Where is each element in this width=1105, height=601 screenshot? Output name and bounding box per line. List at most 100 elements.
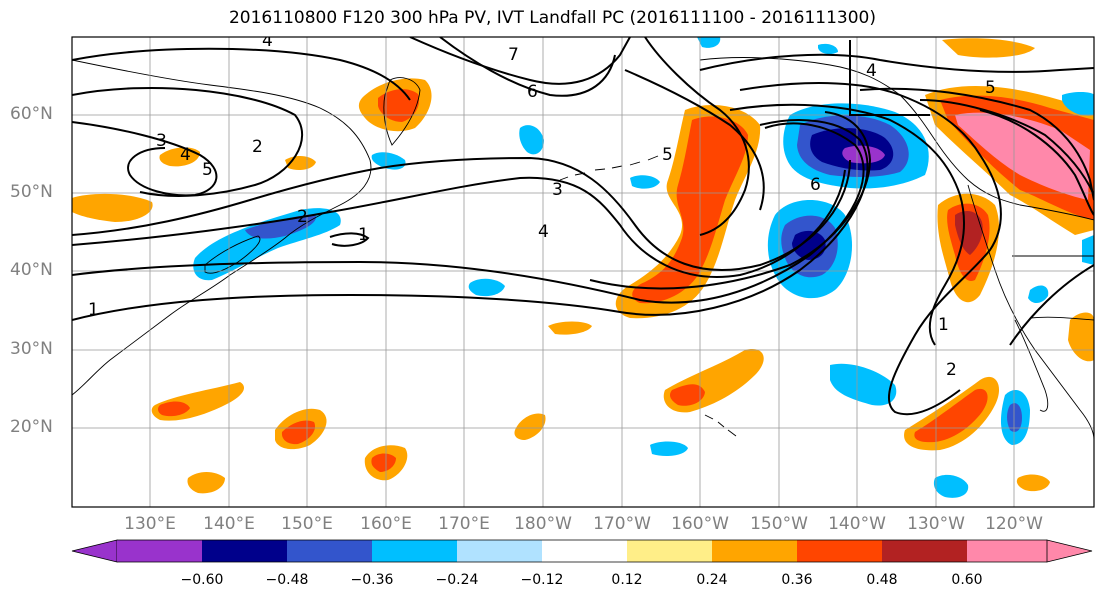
aleutian-islands — [559, 155, 659, 181]
colorbar-segment — [712, 540, 797, 562]
colorbar-segment — [967, 540, 1047, 562]
negative-anomaly-north — [697, 37, 721, 48]
colorbar-extend-low — [71, 539, 118, 563]
colorbar-tick-label: 0.60 — [951, 572, 983, 588]
contour-east-5 — [979, 109, 1094, 216]
positive-anomaly-central — [548, 321, 592, 335]
positive-anomaly-north-edge — [942, 38, 1035, 58]
hawaii-islands — [704, 414, 737, 437]
contour-label: 3 — [156, 131, 167, 151]
colorbar-segment — [372, 540, 457, 562]
positive-anomaly-south-core — [914, 388, 988, 443]
contour-label: 3 — [552, 180, 563, 200]
contour-label: 5 — [202, 160, 213, 180]
lon-label-160w: 160°W — [671, 514, 729, 534]
colorbar-segment — [627, 540, 712, 562]
lon-label-130e: 130°E — [124, 514, 176, 534]
contour-label: 4 — [866, 61, 877, 81]
japan-coast — [204, 235, 261, 274]
negative-anomaly-gulf-extreme — [842, 145, 885, 164]
contour-west-4 — [72, 47, 411, 101]
contour-jet-3 — [72, 169, 846, 278]
contour-east-3 — [859, 87, 1094, 201]
colorbar-segment — [202, 540, 287, 562]
colorbar-tick-label: −0.24 — [435, 572, 479, 588]
negative-anomaly-ne-edge — [1062, 91, 1094, 116]
contour-west-2 — [72, 86, 304, 197]
us-mexico-border — [1029, 316, 1094, 321]
contour-label: 2 — [252, 137, 263, 157]
contour-north-1 — [409, 37, 631, 85]
lon-label-140e: 140°E — [203, 514, 255, 534]
positive-anomaly-jet-core — [632, 116, 748, 304]
negative-anomaly-japan-core — [245, 214, 316, 239]
lon-label-160e: 160°E — [360, 514, 412, 534]
kamchatka-coast — [383, 77, 421, 146]
ivt-contours — [72, 37, 1094, 416]
colorbar — [71, 539, 1093, 563]
colorbar-segment — [542, 540, 627, 562]
contour-west-3 — [72, 121, 218, 197]
contour-label: 6 — [810, 175, 821, 195]
map-area: 1 1 1 2 2 2 3 3 4 4 4 4 5 5 5 6 6 7 — [72, 31, 1094, 507]
map-frame — [71, 36, 1095, 508]
coastlines — [72, 57, 1094, 441]
positive-anomaly-china — [72, 193, 153, 222]
contour-label: 4 — [538, 222, 549, 242]
lat-label-20n: 20°N — [10, 417, 53, 437]
lon-label-120w: 120°W — [985, 514, 1043, 534]
lat-label-50n: 50°N — [10, 182, 53, 202]
positive-anomaly-wp-4 — [187, 472, 225, 494]
contour-label: 2 — [297, 207, 308, 227]
lon-label-140w: 140°W — [828, 514, 886, 534]
baja-coast — [1014, 319, 1049, 412]
positive-anomaly-mongolia — [159, 147, 200, 167]
colorbar-tick-label: 0.36 — [781, 572, 813, 588]
contour-label: 4 — [180, 145, 191, 165]
negative-anomaly-nevada — [1028, 285, 1049, 304]
negative-anomaly-mid — [468, 278, 505, 297]
lon-label-130w: 130°W — [907, 514, 965, 534]
colorbar-outline — [117, 539, 1047, 563]
positive-anomaly-east-edge — [1068, 312, 1094, 362]
contour-north-2 — [439, 37, 616, 97]
positive-anomaly-wp-3-core — [371, 453, 396, 472]
contour-label: 1 — [938, 315, 949, 335]
map-title: 2016110800 F120 300 hPa PV, IVT Landfall… — [228, 8, 876, 28]
negative-anomaly-sw — [830, 363, 897, 406]
contour-label: 7 — [508, 45, 519, 65]
lat-label-30n: 30°N — [10, 339, 53, 359]
contour-label-group: 1 1 1 2 2 2 3 3 4 4 4 4 5 5 5 6 6 7 — [88, 31, 996, 380]
lon-label-150w: 150°W — [750, 514, 808, 534]
positive-anomaly-hawaii-ne-core — [670, 384, 705, 406]
contour-label: 4 — [262, 31, 273, 51]
contour-north-loop — [849, 40, 930, 116]
colorbar-tick-label: 0.12 — [611, 572, 643, 588]
negative-anomaly-east-edge — [1082, 235, 1094, 265]
contour-label: 5 — [662, 145, 673, 165]
contour-jet-4 — [72, 156, 851, 272]
contour-jet-1 — [72, 119, 869, 321]
contour-label: 2 — [946, 360, 957, 380]
positive-anomaly-dateline — [514, 413, 546, 440]
negative-anomaly-low-core — [792, 230, 826, 260]
positive-anomaly-southeast — [1016, 474, 1050, 492]
contour-jet-2 — [72, 122, 865, 304]
contour-label: 1 — [358, 225, 369, 245]
colorbar-tick-label: −0.36 — [350, 572, 394, 588]
colorbar-segment — [117, 540, 202, 562]
contour-north-4 — [624, 69, 765, 211]
negative-anomaly-north-2 — [818, 43, 838, 55]
contour-label: 5 — [985, 78, 996, 98]
negative-anomaly-hawaii — [650, 441, 688, 456]
contour-label: 6 — [527, 82, 538, 102]
contour-small-loop — [329, 232, 370, 247]
colorbar-segment — [882, 540, 967, 562]
contour-se — [1009, 264, 1094, 346]
lon-label-180w: 180°W — [514, 514, 572, 534]
lat-label-60n: 60°N — [10, 104, 53, 124]
contour-top — [699, 53, 1094, 73]
negative-anomaly-southeast — [933, 474, 969, 498]
contour-east-4 — [919, 99, 1094, 196]
